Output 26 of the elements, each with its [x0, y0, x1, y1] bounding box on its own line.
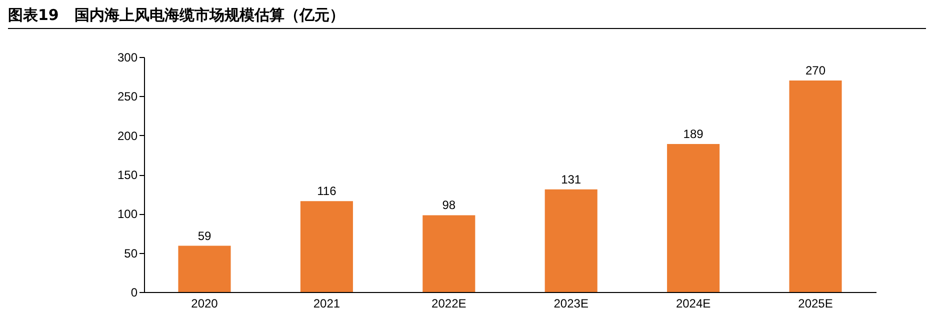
- x-tick-label: 2025E: [798, 296, 833, 310]
- y-tick-label: 0: [130, 286, 138, 300]
- x-tick-label: 2022E: [432, 296, 466, 310]
- data-label: 131: [561, 172, 582, 186]
- bar: [300, 201, 353, 292]
- data-label: 59: [198, 228, 212, 243]
- chart-title: 图表19 国内海上风电海缆市场规模估算（亿元）: [8, 6, 926, 29]
- bar: [789, 80, 842, 292]
- y-tick-label: 250: [117, 90, 138, 104]
- x-tick-label: 2020: [191, 296, 218, 310]
- bar: [178, 246, 231, 292]
- x-tick-label: 2023E: [554, 296, 588, 310]
- x-tick-label: 2024E: [676, 296, 711, 310]
- x-tick-label: 2021: [313, 296, 340, 310]
- y-tick-label: 300: [117, 50, 138, 64]
- data-label: 98: [442, 198, 456, 212]
- data-label: 270: [805, 64, 826, 78]
- y-tick-label: 150: [117, 168, 138, 182]
- bar: [667, 144, 720, 292]
- data-label: 116: [317, 184, 337, 198]
- bar: [422, 215, 476, 292]
- bar: [544, 189, 598, 292]
- y-tick-label: 100: [117, 207, 138, 222]
- y-tick-label: 200: [117, 128, 138, 143]
- data-label: 189: [683, 126, 704, 141]
- y-tick-label: 50: [124, 246, 138, 260]
